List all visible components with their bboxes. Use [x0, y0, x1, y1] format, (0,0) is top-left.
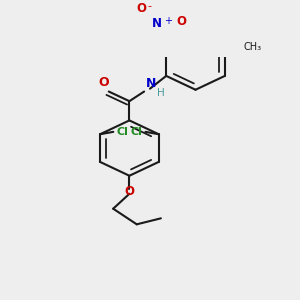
Text: Cl: Cl [130, 127, 142, 137]
Text: -: - [148, 1, 152, 11]
Text: O: O [176, 15, 187, 28]
Text: O: O [136, 2, 146, 15]
Text: N: N [152, 17, 162, 30]
Text: O: O [124, 185, 134, 198]
Text: +: + [164, 16, 172, 26]
Text: Cl: Cl [116, 127, 128, 137]
Text: H: H [157, 88, 165, 98]
Text: N: N [146, 76, 156, 90]
Text: O: O [98, 76, 109, 89]
Text: CH₃: CH₃ [244, 42, 262, 52]
